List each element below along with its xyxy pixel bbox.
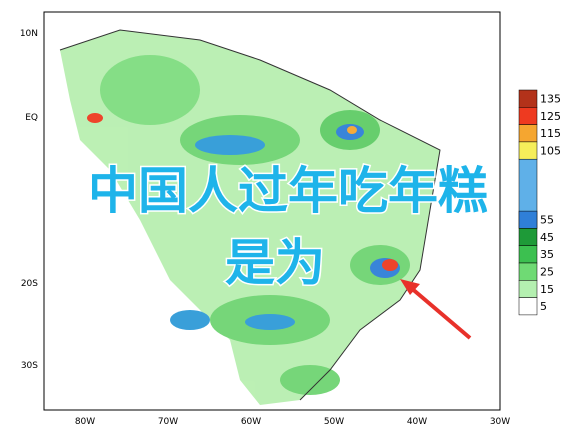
legend-label: 105 [540,144,561,157]
lat-label: 30S [21,361,38,371]
legend: 135 125 115 105 55 45 35 25 15 5 [518,89,561,316]
lat-labels: 10N EQ 20S 30S [20,29,38,371]
legend-swatch [518,297,538,316]
legend-swatch [518,210,538,229]
overlay-line1: 中国人过年吃年糕 [88,162,488,220]
legend-label: 25 [540,266,554,279]
legend-label: 115 [540,127,561,140]
legend-label: 45 [540,231,554,244]
legend-swatch [518,280,538,298]
arrow-head [400,279,420,295]
overlay-line2: 是为 [225,234,325,292]
legend-label: 125 [540,110,561,123]
lat-label: EQ [25,113,38,123]
lat-label: 10N [20,29,38,39]
legend-swatch [518,124,538,143]
lon-label: 70W [158,417,178,427]
legend-swatch [518,107,538,125]
arrow [408,285,472,340]
legend-swatch [518,245,538,264]
lon-labels: 80W 70W 60W 50W 40W 30W [75,417,510,427]
precip-field [60,30,440,405]
lon-label: 80W [75,417,95,427]
legend-label: 5 [540,300,547,313]
legend-swatch [518,262,538,281]
legend-label: 15 [540,283,554,296]
lat-label: 20S [21,279,38,289]
legend-label: 35 [540,248,554,261]
lon-label: 40W [407,417,427,427]
lon-label: 50W [324,417,344,427]
legend-label: 55 [540,214,554,227]
lon-label: 30W [490,417,510,427]
legend-swatch [518,89,538,108]
coastline [59,29,441,401]
legend-swatch [518,228,538,246]
lon-label: 60W [241,417,261,427]
legend-swatch [518,141,538,160]
legend-label: 135 [540,93,561,106]
